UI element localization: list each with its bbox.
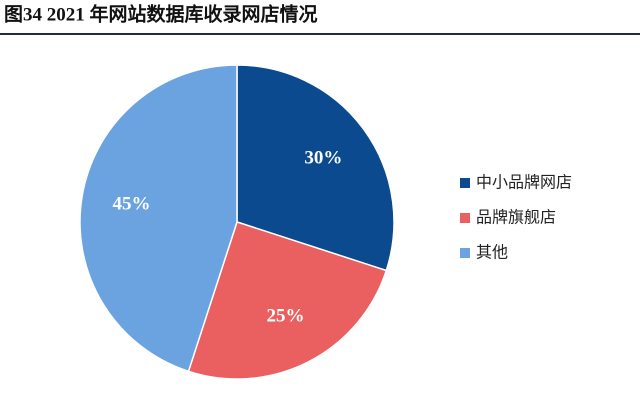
pie-slice xyxy=(79,64,238,373)
data-label: 45% xyxy=(113,194,151,215)
data-label: 30% xyxy=(304,148,342,169)
data-label: 25% xyxy=(266,305,304,326)
pie-slice xyxy=(187,221,388,380)
legend-label: 中小品牌网店 xyxy=(476,173,572,192)
chart-title: 图34 2021 年网站数据库收录网店情况 xyxy=(4,2,318,25)
legend-swatch xyxy=(460,248,470,258)
legend-label: 品牌旗舰店 xyxy=(476,208,556,227)
legend-swatch xyxy=(460,213,470,223)
legend-swatch xyxy=(460,178,470,188)
pie-slice xyxy=(236,64,395,272)
legend-label: 其他 xyxy=(476,243,508,262)
